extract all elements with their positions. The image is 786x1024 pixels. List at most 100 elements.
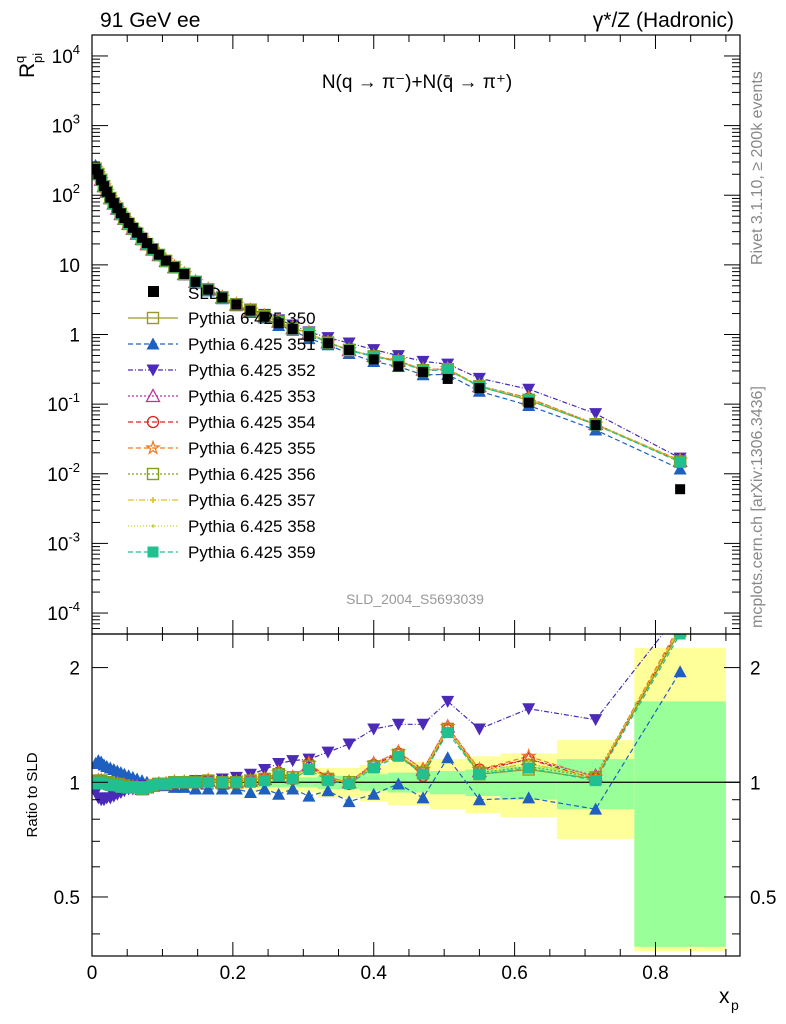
legend-label-2: Pythia 6.425 352 xyxy=(188,361,316,380)
ratio-point-9-29 xyxy=(322,775,334,787)
legend-marker-2 xyxy=(146,364,160,377)
sld-point-24 xyxy=(245,305,256,316)
ratio-point-1-26 xyxy=(272,787,286,800)
ratio-point-1-30 xyxy=(342,795,356,808)
sld-point-23 xyxy=(231,299,242,310)
legend-marker-3 xyxy=(145,388,161,403)
legend-label-5: Pythia 6.425 355 xyxy=(188,439,316,458)
main-ytick-label-4: 1 xyxy=(69,326,80,347)
main-point-2-37 xyxy=(589,408,603,421)
y-label-R: R xyxy=(16,63,39,78)
y-label-sub: pi xyxy=(30,53,45,63)
ratio-y-axis-label: Ratio to SLD xyxy=(24,752,41,837)
main-ytick-label-7: 103 xyxy=(52,112,80,138)
legend-label-0: Pythia 6.425 350 xyxy=(188,309,316,328)
legend-label-9: Pythia 6.425 359 xyxy=(188,543,316,562)
sld-point-20 xyxy=(190,276,201,287)
main-line-5 xyxy=(94,168,681,461)
ratio-panel-frame xyxy=(91,633,741,957)
sld-point-28 xyxy=(303,331,314,342)
header-right-label: γ*/Z (Hadronic) xyxy=(593,9,734,32)
ratio-point-2-35 xyxy=(472,723,486,736)
ratio-point-1-23 xyxy=(229,782,243,795)
main-ytick-label-3: 10-1 xyxy=(47,390,80,416)
sld-point-21 xyxy=(203,284,214,295)
ratio-point-9-34 xyxy=(442,727,454,739)
legend-marker-7 xyxy=(150,497,156,503)
ratio-point-1-36 xyxy=(522,791,536,804)
ratio-point-9-38 xyxy=(674,634,686,640)
analysis-label: SLD_2004_S5693039 xyxy=(346,591,484,607)
ratio-point-1-37 xyxy=(589,802,603,815)
ratio-point-9-15 xyxy=(147,780,159,792)
legend-label-4: Pythia 6.425 354 xyxy=(188,413,316,432)
sld-point-22 xyxy=(217,292,228,303)
sld-point-12 xyxy=(132,227,143,238)
ratio-point-1-22 xyxy=(215,782,229,795)
sld-point-32 xyxy=(393,361,404,372)
sld-point-36 xyxy=(523,397,534,408)
ratio-point-9-33 xyxy=(417,768,429,780)
ratio-point-2-26 xyxy=(272,758,286,771)
x-label-main: x xyxy=(719,985,730,1008)
sld-point-25 xyxy=(259,311,270,322)
sld-point-6 xyxy=(108,198,119,209)
sld-point-2 xyxy=(96,175,107,186)
ratio-ytick-label-right-1: 1 xyxy=(750,773,761,794)
main-ytick-label-2: 10-2 xyxy=(47,460,80,486)
ratio-series-markers xyxy=(92,622,687,815)
legend-label-6: Pythia 6.425 356 xyxy=(188,465,316,484)
ratio-point-2-25 xyxy=(258,764,272,777)
main-y-ticks: 10-4 10-3 10-2 10-1 1 10 102 103 104 xyxy=(47,34,740,635)
sld-point-37 xyxy=(590,420,601,431)
ratio-point-2-32 xyxy=(391,718,405,731)
sld-point-7 xyxy=(112,203,123,214)
ratio-point-1-25 xyxy=(258,782,272,795)
header-left-label: 91 GeV ee xyxy=(100,9,200,32)
main-line-7 xyxy=(94,168,681,462)
main-line-6 xyxy=(94,168,681,463)
legend-marker-8 xyxy=(151,524,155,528)
sld-point-33 xyxy=(418,366,429,377)
ratio-ytick-label-right-2: 2 xyxy=(750,659,761,680)
ratio-y-ticks: 0.5 0.5 1 1 2 2 xyxy=(54,659,776,935)
ratio-point-9-18 xyxy=(168,776,180,788)
chart-title: N(q → π⁻)+N(q̄ → π⁺) xyxy=(322,72,512,93)
ratio-point-2-36 xyxy=(522,703,536,716)
xtick-label-3: 0.6 xyxy=(501,963,527,984)
ratio-point-9-14 xyxy=(141,781,153,793)
main-line-4 xyxy=(94,168,681,462)
main-series-markers xyxy=(92,158,689,495)
main-ytick-label-0: 10-4 xyxy=(47,599,80,625)
ratio-point-9-27 xyxy=(287,773,299,785)
sld-point-13 xyxy=(137,232,148,243)
main-y-axis-label: R pi q xyxy=(12,53,45,78)
ratio-point-4-38 xyxy=(675,622,686,633)
ratio-point-9-16 xyxy=(153,778,165,790)
ratio-ytick-label-2: 2 xyxy=(69,659,80,680)
ratio-point-9-28 xyxy=(303,764,315,776)
ratio-point-9-26 xyxy=(273,770,285,782)
sld-point-17 xyxy=(160,255,171,266)
ratio-point-9-30 xyxy=(343,778,355,790)
sld-point-14 xyxy=(141,238,152,249)
main-line-0 xyxy=(94,168,681,463)
sld-point-31 xyxy=(368,354,379,365)
ratio-point-1-35 xyxy=(472,793,486,806)
x-axis-label: x p xyxy=(719,985,739,1013)
sld-point-4 xyxy=(101,186,112,197)
sld-point-34 xyxy=(442,373,453,384)
sld-point-15 xyxy=(147,243,158,254)
sld-point-38 xyxy=(675,484,686,495)
legend-label-1: Pythia 6.425 351 xyxy=(188,335,316,354)
sld-point-19 xyxy=(179,268,190,279)
ratio-point-2-27 xyxy=(286,755,300,768)
ratio-point-8-38 xyxy=(679,626,682,629)
ratio-point-9-36 xyxy=(523,762,535,774)
legend-marker-4 xyxy=(146,415,160,429)
legend-label-3: Pythia 6.425 353 xyxy=(188,387,316,406)
ratio-point-9-31 xyxy=(368,762,380,774)
ratio-point-1-33 xyxy=(416,791,430,804)
sld-point-30 xyxy=(344,344,355,355)
